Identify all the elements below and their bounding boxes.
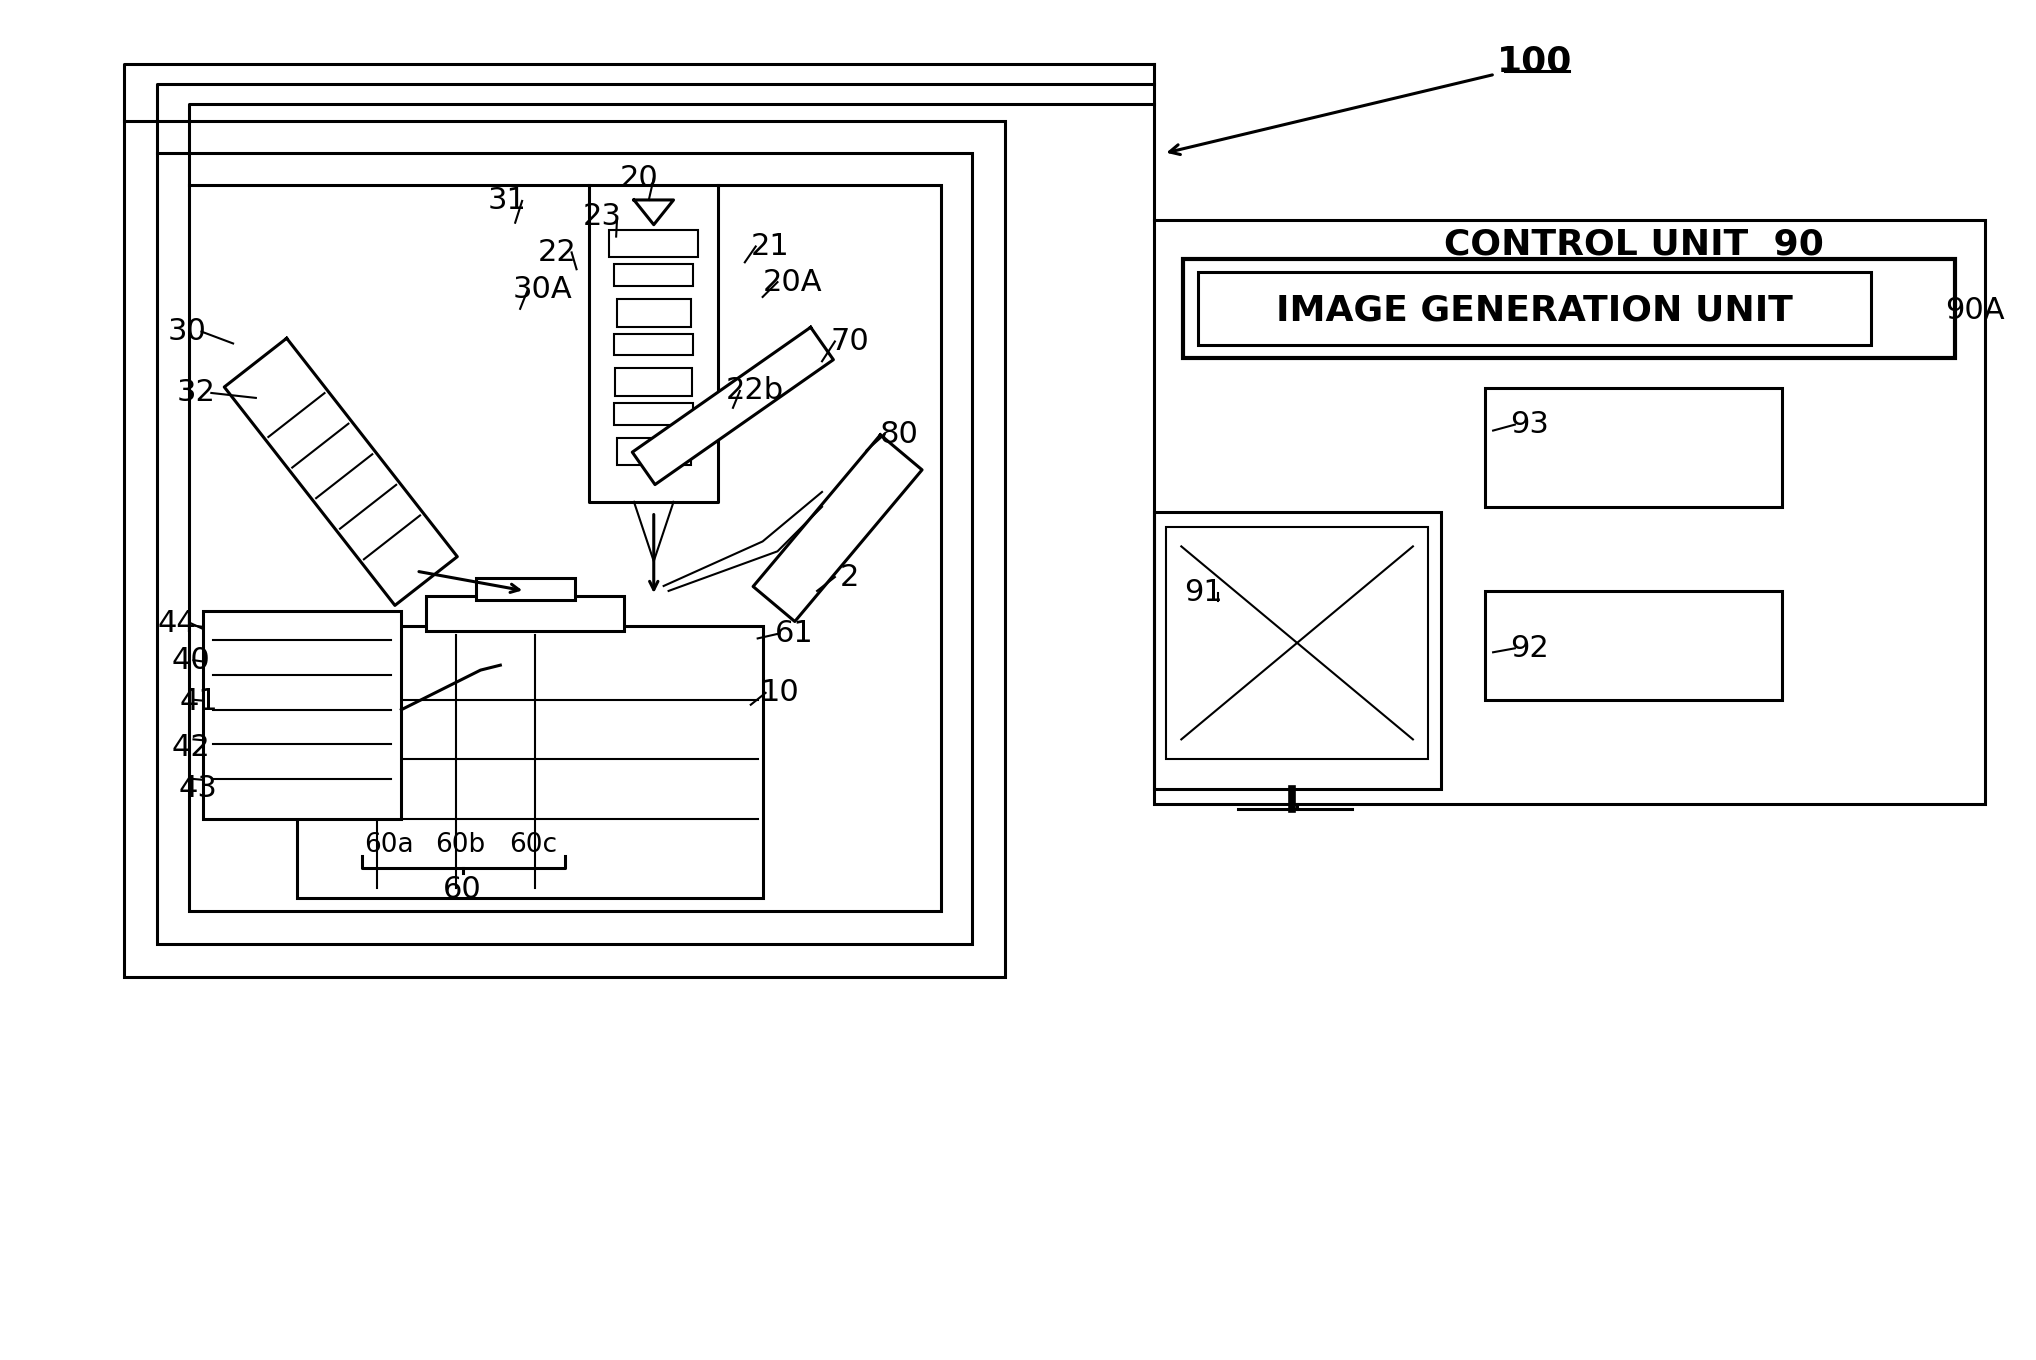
Text: 44: 44 bbox=[157, 609, 195, 638]
Bar bbox=[615, 403, 694, 424]
Bar bbox=[297, 626, 764, 898]
Text: 2: 2 bbox=[841, 563, 859, 592]
Bar bbox=[615, 369, 692, 396]
Bar bbox=[1154, 511, 1441, 789]
Text: 21: 21 bbox=[751, 233, 790, 261]
Text: 60b: 60b bbox=[436, 832, 487, 858]
Bar bbox=[189, 185, 941, 911]
Text: 22: 22 bbox=[538, 238, 576, 267]
Bar bbox=[1484, 388, 1782, 507]
Bar bbox=[124, 121, 1006, 976]
Bar bbox=[476, 578, 574, 600]
Bar bbox=[204, 611, 401, 819]
Bar bbox=[157, 154, 973, 944]
Text: 31: 31 bbox=[489, 186, 527, 215]
Text: 23: 23 bbox=[582, 203, 621, 231]
Text: 10: 10 bbox=[761, 679, 800, 707]
Text: 20: 20 bbox=[619, 163, 658, 193]
Bar bbox=[1154, 220, 1985, 804]
Bar bbox=[1484, 590, 1782, 700]
Bar bbox=[609, 230, 698, 257]
Bar bbox=[615, 333, 694, 355]
Bar bbox=[615, 264, 694, 286]
Text: 61: 61 bbox=[776, 619, 814, 647]
Bar bbox=[1197, 272, 1871, 345]
Polygon shape bbox=[753, 435, 922, 622]
Bar bbox=[1183, 260, 1955, 358]
Text: 43: 43 bbox=[179, 774, 218, 804]
Text: 41: 41 bbox=[179, 687, 218, 717]
Text: 32: 32 bbox=[177, 378, 216, 408]
Text: 30: 30 bbox=[167, 317, 206, 345]
Text: 92: 92 bbox=[1511, 634, 1549, 662]
Polygon shape bbox=[224, 339, 458, 605]
Text: 60c: 60c bbox=[509, 832, 558, 858]
Polygon shape bbox=[633, 200, 674, 224]
Text: CONTROL UNIT  90: CONTROL UNIT 90 bbox=[1444, 227, 1824, 261]
Text: 91: 91 bbox=[1183, 578, 1222, 608]
Text: 90A: 90A bbox=[1944, 296, 2005, 325]
Text: 60a: 60a bbox=[364, 832, 413, 858]
Text: 93: 93 bbox=[1511, 411, 1549, 439]
Bar bbox=[426, 596, 625, 631]
Text: 80: 80 bbox=[880, 420, 918, 449]
Text: IMAGE GENERATION UNIT: IMAGE GENERATION UNIT bbox=[1277, 294, 1794, 328]
Bar bbox=[617, 438, 692, 465]
Text: 70: 70 bbox=[831, 326, 869, 356]
Text: 22b: 22b bbox=[725, 377, 784, 405]
Bar bbox=[617, 299, 692, 326]
Bar bbox=[1167, 526, 1427, 759]
Text: 40: 40 bbox=[171, 646, 210, 675]
Text: 30A: 30A bbox=[513, 275, 572, 303]
Text: 42: 42 bbox=[171, 733, 210, 762]
Text: 100: 100 bbox=[1496, 45, 1572, 79]
Text: 60: 60 bbox=[444, 876, 483, 904]
Text: 20A: 20A bbox=[764, 268, 823, 296]
Polygon shape bbox=[633, 328, 833, 484]
